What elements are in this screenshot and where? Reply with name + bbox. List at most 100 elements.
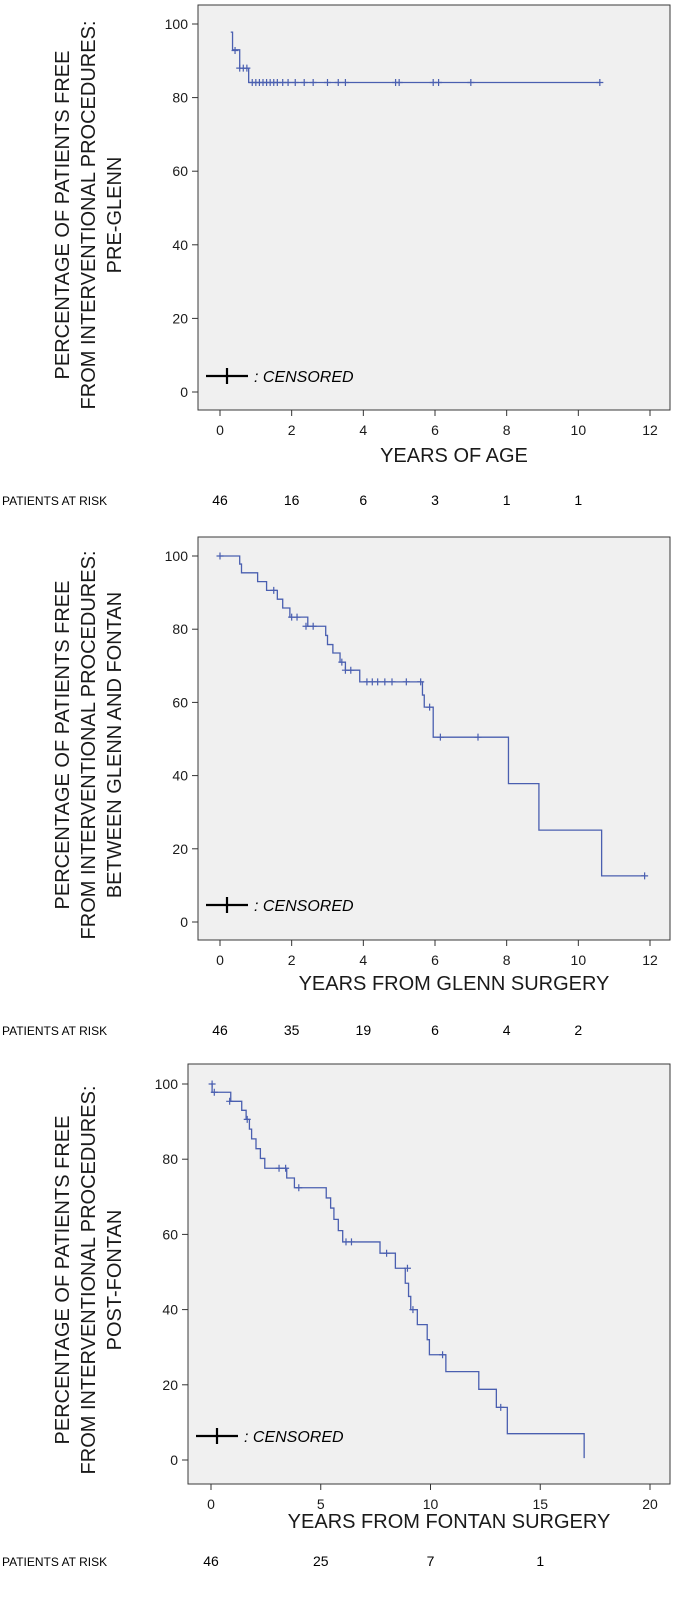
censored-legend-label: : CENSORED xyxy=(254,369,354,386)
censor-mark xyxy=(436,733,444,741)
risk-count: 6 xyxy=(359,492,367,508)
risk-count: 1 xyxy=(574,492,582,508)
plot-area xyxy=(197,536,671,941)
censored-legend-label: : CENSORED xyxy=(254,898,354,915)
x-tick-label: 6 xyxy=(431,422,439,438)
y-tick-label: 100 xyxy=(155,1076,179,1092)
x-axis-title: YEARS OF AGE xyxy=(380,445,528,467)
censor-mark xyxy=(216,552,224,560)
x-tick-label: 0 xyxy=(207,1496,215,1512)
censor-mark xyxy=(295,1184,303,1192)
y-tick-label: 60 xyxy=(172,694,188,710)
x-tick-label: 10 xyxy=(423,1496,439,1512)
x-tick-label: 12 xyxy=(642,952,658,968)
y-tick-label: 80 xyxy=(162,1151,178,1167)
censor-mark xyxy=(439,1351,447,1359)
censor-mark xyxy=(324,79,331,87)
y-tick-label: 80 xyxy=(172,621,188,637)
risk-table-label: PATIENTS AT RISK xyxy=(2,1024,107,1038)
censor-mark xyxy=(231,46,239,54)
censor-mark xyxy=(300,79,308,87)
censored-legend-symbol xyxy=(206,368,248,384)
censor-mark xyxy=(474,733,482,741)
y-axis-title-line: PERCENTAGE OF PATIENTS FREE xyxy=(52,581,74,910)
censor-mark xyxy=(347,1238,355,1246)
risk-count: 46 xyxy=(212,492,228,508)
y-axis-title-line: POST-FONTAN xyxy=(104,1210,126,1351)
y-tick-label: 40 xyxy=(172,237,188,253)
censor-mark xyxy=(596,79,604,87)
y-tick-label: 60 xyxy=(162,1226,178,1242)
x-tick-label: 4 xyxy=(359,422,367,438)
x-tick-label: 15 xyxy=(532,1496,548,1512)
km-curve xyxy=(220,555,645,877)
y-tick-label: 60 xyxy=(172,163,188,179)
censor-mark xyxy=(243,1115,251,1123)
censor-mark xyxy=(426,703,434,711)
x-tick-label: 8 xyxy=(503,422,511,438)
censored-legend-label: : CENSORED xyxy=(244,1429,344,1446)
censored-legend-symbol xyxy=(206,897,248,913)
risk-count: 7 xyxy=(427,1553,435,1569)
censor-mark xyxy=(402,678,410,686)
y-axis-title-line: FROM INTERVENTIONAL PROCEDURES: xyxy=(78,21,100,410)
censor-mark xyxy=(270,586,278,594)
censor-mark xyxy=(341,79,349,87)
risk-count: 3 xyxy=(431,492,439,508)
risk-table-label: PATIENTS AT RISK xyxy=(2,1555,107,1569)
censor-mark xyxy=(309,79,317,87)
y-tick-label: 20 xyxy=(172,841,188,857)
y-tick-label: 0 xyxy=(180,914,188,930)
censor-mark xyxy=(293,613,301,621)
chart-3: 0 20 40 60 80 100 0 5 10 15 20 YEARS FROM FONTAN SU… xyxy=(2,1063,671,1569)
censor-mark xyxy=(403,1264,411,1272)
risk-count: 16 xyxy=(284,492,300,508)
y-axis-title: PERCENTAGE OF PATIENTS FREE FROM INTERVEN… xyxy=(52,1086,126,1475)
censored-legend-symbol xyxy=(196,1428,238,1444)
plot-area xyxy=(197,4,671,411)
censor-mark xyxy=(282,1164,290,1172)
censor-mark xyxy=(275,1164,283,1172)
y-axis-title: PERCENTAGE OF PATIENTS FREE FROM INTERVEN… xyxy=(52,551,126,940)
censor-mark xyxy=(467,79,475,87)
y-axis-title-line: PERCENTAGE OF PATIENTS FREE xyxy=(52,1116,74,1445)
x-tick-label: 10 xyxy=(571,952,587,968)
x-axis-title: YEARS FROM FONTAN SURGERY xyxy=(288,1511,611,1533)
x-tick-label: 4 xyxy=(359,952,367,968)
censor-mark xyxy=(381,678,389,686)
censor-mark xyxy=(435,79,443,87)
x-axis-title: YEARS FROM GLENN SURGERY xyxy=(299,973,610,995)
x-tick-label: 8 xyxy=(503,952,511,968)
censor-mark xyxy=(395,79,403,87)
censor-mark xyxy=(417,678,425,686)
x-tick-label: 10 xyxy=(571,422,587,438)
risk-count: 46 xyxy=(212,1022,228,1038)
y-axis-title-line: PRE-GLENN xyxy=(104,157,126,274)
censor-mark xyxy=(409,1306,417,1314)
censor-mark xyxy=(383,1249,391,1257)
y-axis-title-line: BETWEEN GLENN AND FONTAN xyxy=(104,592,126,898)
km-curve xyxy=(211,1083,585,1459)
risk-count: 4 xyxy=(503,1022,511,1038)
risk-count: 35 xyxy=(284,1022,300,1038)
x-tick-label: 0 xyxy=(216,422,224,438)
censor-mark xyxy=(388,678,396,686)
y-tick-label: 0 xyxy=(180,384,188,400)
risk-count: 25 xyxy=(313,1553,329,1569)
y-tick-label: 20 xyxy=(172,310,188,326)
censor-mark xyxy=(226,1097,234,1105)
censor-mark xyxy=(243,64,251,72)
x-tick-label: 0 xyxy=(216,952,224,968)
censor-mark xyxy=(309,622,317,630)
risk-count: 2 xyxy=(574,1022,582,1038)
censor-mark xyxy=(208,1080,216,1088)
y-tick-label: 40 xyxy=(172,768,188,784)
y-tick-label: 40 xyxy=(162,1302,178,1318)
x-tick-label: 5 xyxy=(317,1496,325,1512)
x-tick-label: 20 xyxy=(642,1496,658,1512)
y-tick-label: 100 xyxy=(165,548,189,564)
risk-count: 19 xyxy=(356,1022,372,1038)
plot-area xyxy=(187,1063,671,1485)
